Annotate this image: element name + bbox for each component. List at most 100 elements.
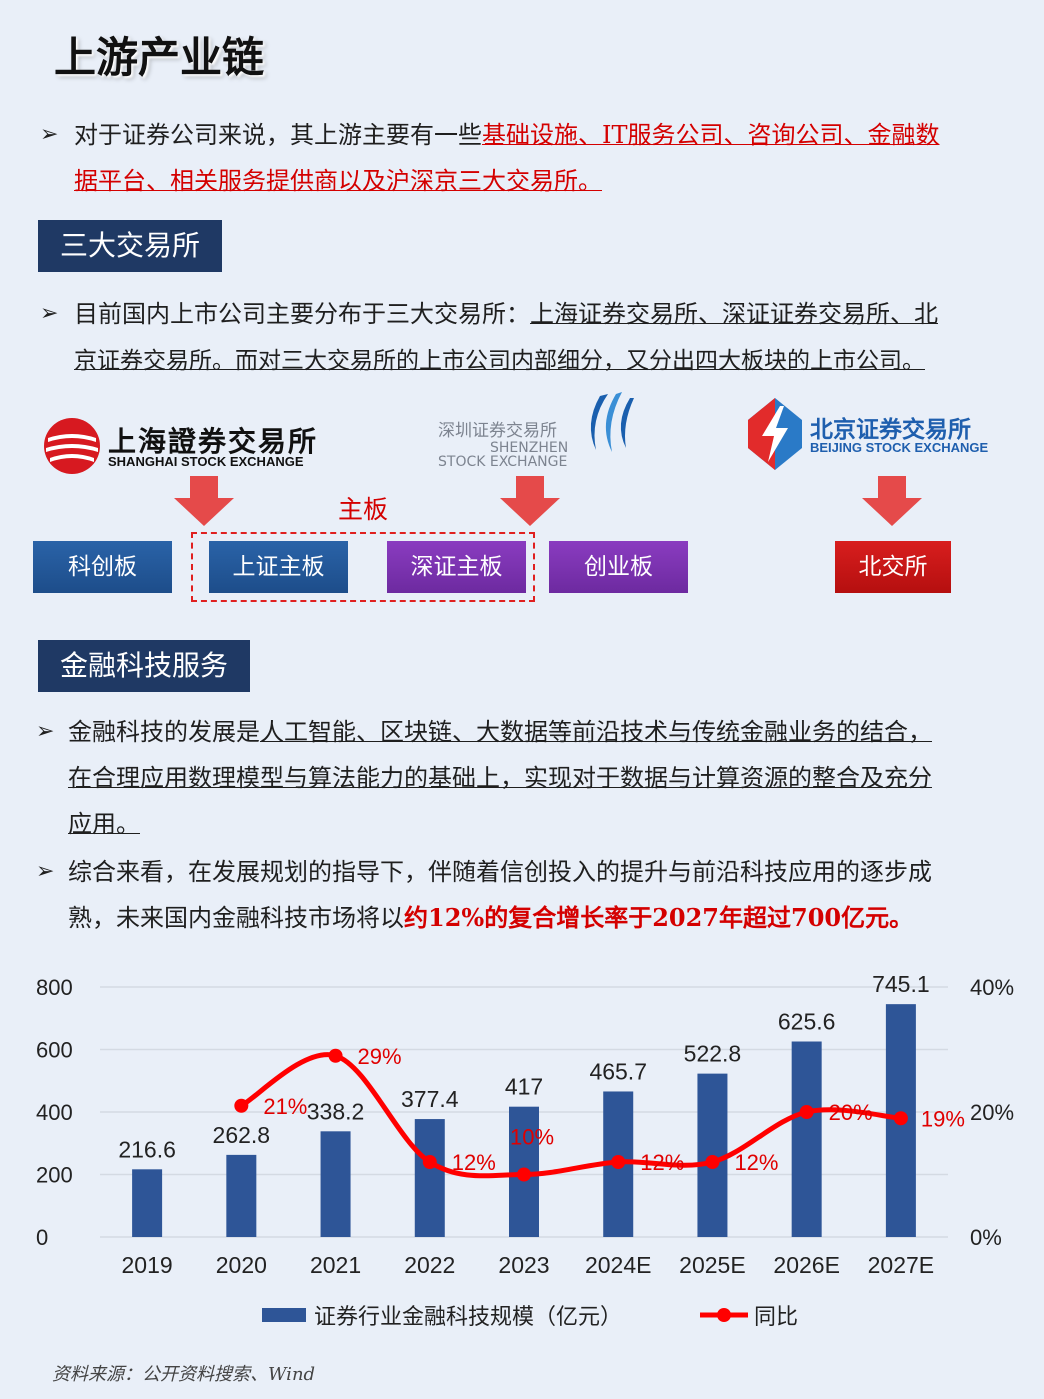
board-chuangye: 创业板 [549,541,688,593]
shenzhen-logo-en1: SHENZHEN [490,440,569,456]
x-tick-label: 2021 [310,1252,361,1278]
y-tick-label: 400 [36,1100,73,1125]
y-tick-label: 600 [36,1038,73,1063]
bar-value-label: 522.8 [684,1041,742,1067]
yoy-point [234,1098,249,1113]
section-header-fintech: 金融科技服务 [38,640,251,692]
x-tick-label: 2026E [773,1252,840,1278]
down-arrow-icon [500,476,560,526]
chart-legend: 证券行业金融科技规模（亿元） 同比 [262,1304,798,1329]
y2-tick-label: 0% [970,1225,1002,1250]
y-tick-label: 200 [36,1163,73,1188]
exchanges-underline-1: 上海证券交易所、深证证券交易所、北 [530,300,938,328]
yoy-value-label: 21% [263,1094,307,1119]
shanghai-exchange-logo: 上海證券交易所 SHANGHAI STOCK EXCHANGE [42,414,332,476]
legend-bar-label: 证券行业金融科技规模（亿元） [314,1304,622,1329]
outlook-text-2: 熟，未来国内金融科技市场将以 [68,904,404,932]
fintech-underline-1: 人工智能、区块链、大数据等前沿技术与传统金融业务的结合， [260,718,932,746]
shenzhen-emblem-icon [590,392,634,452]
bar-value-label: 338.2 [307,1098,365,1124]
bar [320,1131,351,1237]
shanghai-logo-en: SHANGHAI STOCK EXCHANGE [108,454,304,469]
yoy-value-label: 19% [921,1106,965,1131]
bullet-arrow-icon: ➢ [40,301,59,326]
legend-line-marker [717,1308,731,1322]
outlook-highlight: 约12%的复合增长率于2027年超过700亿元。 [404,903,914,932]
chart-line [234,1048,908,1182]
upstream-paragraph: ➢ 对于证券公司来说，其上游主要有一些基础设施、IT服务公司、咨询公司、金融数 … [40,112,1030,204]
bullet-arrow-icon: ➢ [40,122,59,147]
y2-tick-label: 20% [970,1100,1014,1125]
beijing-logo-cn: 北京证券交易所 [810,417,971,443]
chart-labels: 216.6 262.8 338.2 377.4 417 465.7 522.8 625.6 74… [118,971,965,1175]
board-kechuang: 科创板 [33,541,172,593]
x-tick-label: 2025E [679,1252,746,1278]
yoy-value-label: 12% [734,1150,778,1175]
bar-value-label: 625.6 [778,1009,836,1035]
yoy-line [240,1052,902,1179]
bar [791,1041,822,1237]
x-tick-label: 2019 [122,1252,173,1278]
x-tick-label: 2024E [585,1252,652,1278]
yoy-point [705,1155,720,1169]
x-tick-label: 2022 [404,1252,455,1278]
yoy-point [328,1048,343,1063]
shenzhen-exchange-logo: 深圳证券交易所 SHENZHEN STOCK EXCHANGE [438,390,638,474]
down-arrow-icon [862,476,922,526]
upstream-highlight-2: 据平台、相关服务提供商以及沪深京三大交易所。 [74,167,602,195]
y-tick-label: 0 [36,1225,48,1250]
yoy-point [799,1105,814,1119]
fintech-paragraph: ➢ 金融科技的发展是人工智能、区块链、大数据等前沿技术与传统金融业务的结合， 在… [36,709,1036,847]
bar [226,1154,257,1237]
shanghai-emblem-icon [44,418,100,474]
board-shenzhen-main: 深证主板 [387,541,526,593]
fintech-text: 金融科技的发展是 [68,718,260,746]
down-arrow-icon [174,476,234,526]
chart-axes: 800 600 400 200 0 40% 20% 0% 2019 2020 2021 2022 202… [36,975,1014,1278]
x-tick-label: 2023 [498,1252,549,1278]
upstream-text: 对于证券公司来说，其上游主要有一些 [74,121,482,149]
yoy-point [422,1155,437,1169]
bar-value-label: 377.4 [401,1086,459,1112]
board-beijiao: 北交所 [835,541,951,593]
chart-bars [132,1004,916,1237]
yoy-point [517,1167,531,1182]
beijing-logo-en: BEIJING STOCK EXCHANGE [810,440,989,455]
bar-value-label: 216.6 [118,1136,176,1162]
board-shanghai-main: 上证主板 [209,541,348,593]
bar-value-label: 745.1 [872,971,930,997]
yoy-value-label: 29% [358,1044,402,1069]
y-tick-label: 800 [36,975,73,1000]
y2-tick-label: 40% [970,975,1014,1000]
section-header-exchanges: 三大交易所 [38,220,223,272]
shenzhen-logo-en2: STOCK EXCHANGE [438,454,568,470]
fintech-underline-3: 应用。 [68,810,140,838]
shanghai-logo-cn: 上海證券交易所 [108,425,319,458]
main-board-dashed-box [191,532,535,602]
bullet-arrow-icon: ➢ [36,859,55,884]
outlook-paragraph: ➢ 综合来看，在发展规划的指导下，伴随着信创投入的提升与前沿科技应用的逐步成 熟… [36,849,1036,941]
beijing-exchange-logo: 北京证券交易所 BEIJING STOCK EXCHANGE [744,396,1004,472]
shenzhen-logo-cn: 深圳证券交易所 [438,421,557,441]
yoy-value-label: 10% [510,1125,554,1150]
legend-bar-swatch [262,1308,306,1322]
exchanges-paragraph: ➢ 目前国内上市公司主要分布于三大交易所：上海证券交易所、深证证券交易所、北 京… [40,291,1040,384]
bar [414,1119,445,1237]
outlook-text-1: 综合来看，在发展规划的指导下，伴随着信创投入的提升与前沿科技应用的逐步成 [68,858,932,886]
yoy-point [611,1155,626,1169]
page-title: 上游产业链 [54,33,265,82]
bar-value-label: 262.8 [213,1122,271,1148]
x-tick-label: 2027E [868,1252,935,1278]
yoy-value-label: 12% [452,1150,496,1175]
legend-line-label: 同比 [754,1304,798,1329]
beijing-emblem-icon [748,398,802,470]
exchanges-text: 目前国内上市公司主要分布于三大交易所： [74,300,530,328]
main-board-label: 主板 [338,495,389,524]
exchanges-underline-2: 京证券交易所。而对三大交易所的上市公司内部细分，又分出四大板块的上市公司。 [74,348,925,374]
yoy-point [893,1111,908,1126]
bar-value-label: 417 [505,1074,543,1100]
bar-value-label: 465.7 [589,1058,647,1084]
bullet-arrow-icon: ➢ [36,719,55,744]
source-note: 资料来源：公开资料搜索、Wind [52,1364,316,1385]
upstream-highlight-1: 基础设施、IT服务公司、咨询公司、金融数 [482,121,940,149]
